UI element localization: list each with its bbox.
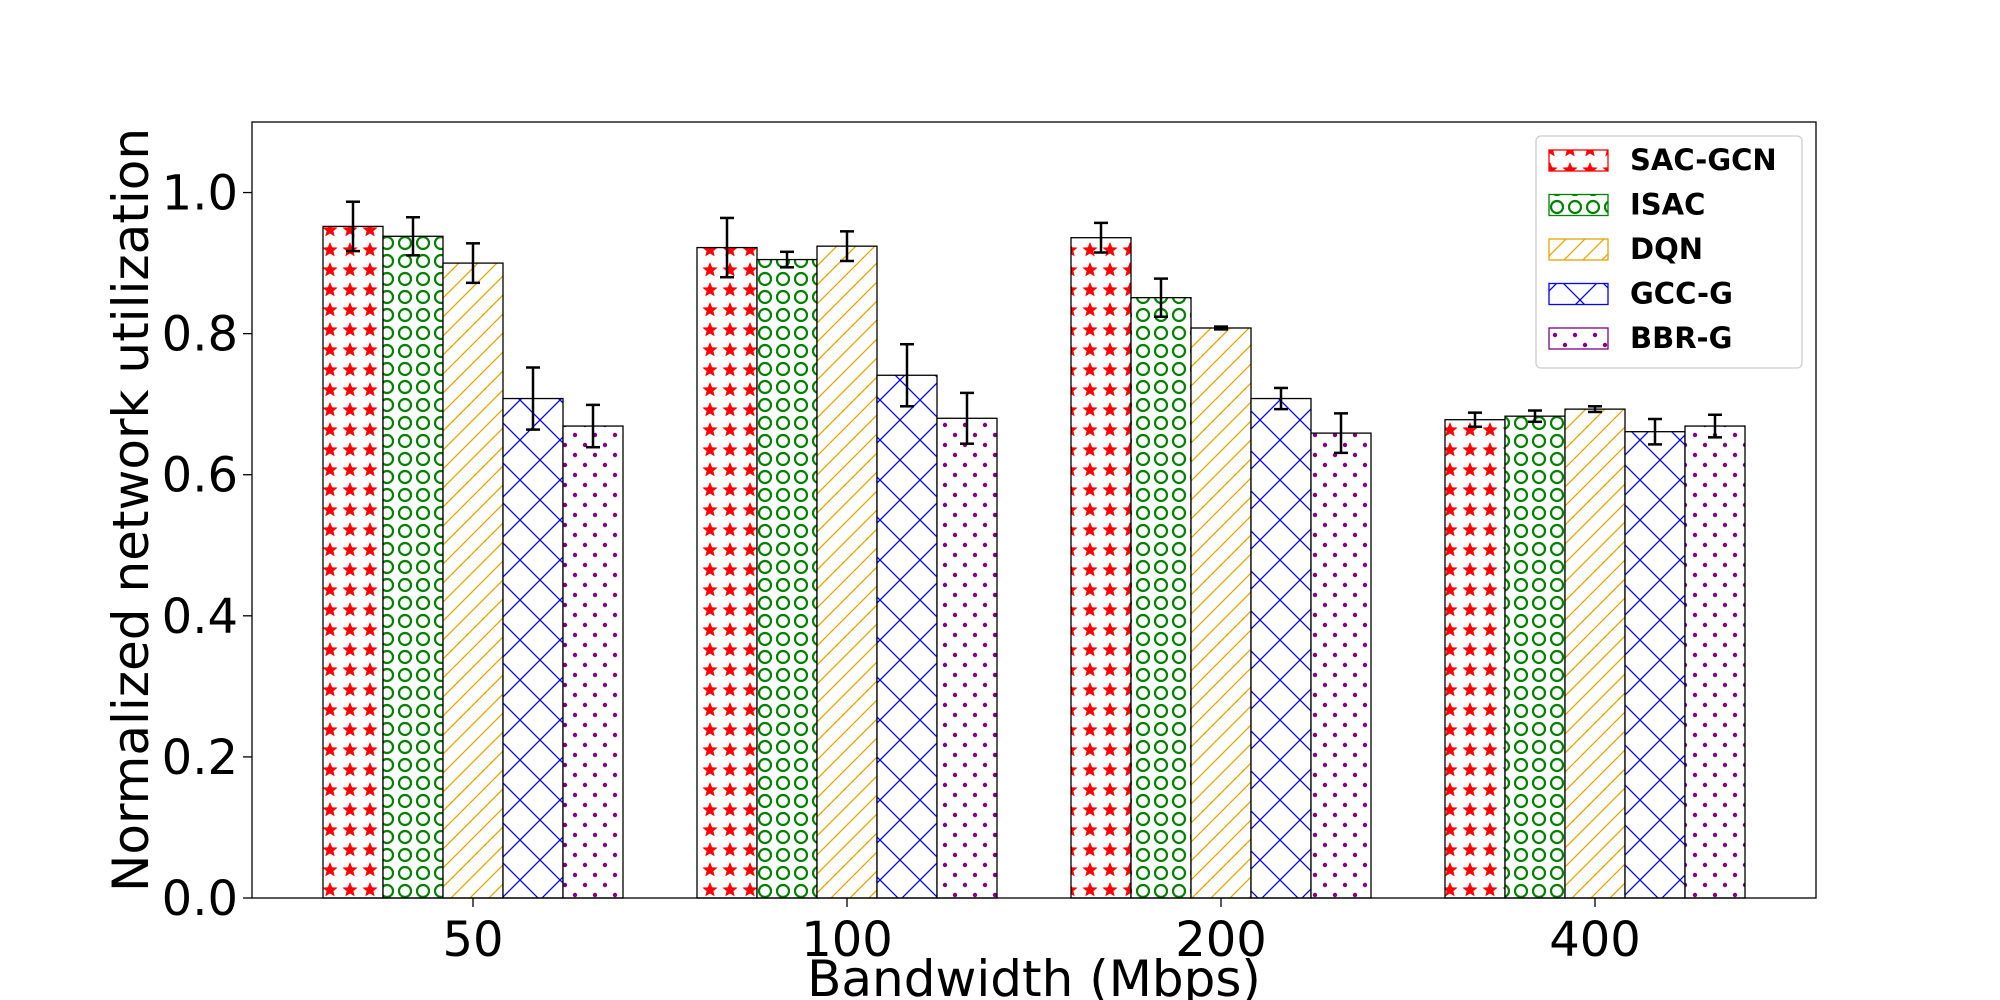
- y-tick-label: 0.0: [162, 871, 238, 927]
- x-tick-label: 200: [1175, 912, 1267, 968]
- bar-gcc-g-400: [1624, 431, 1686, 899]
- legend-label: GCC-G: [1630, 277, 1733, 311]
- error-bar-sac-gcn-400: [1468, 411, 1482, 429]
- bar-bbr-g-100: [936, 417, 998, 899]
- legend-item-isac: ISAC: [1548, 188, 1705, 222]
- bar-sac-gcn-100: [696, 246, 758, 899]
- x-axis: 50 100 200 400: [442, 898, 1641, 968]
- legend-item-sac-gcn: SAC-GCN: [1548, 143, 1777, 177]
- error-bar-gcc-g-400: [1648, 417, 1662, 446]
- y-tick-label: 0.2: [162, 730, 238, 786]
- error-bar-bbr-g-400: [1708, 413, 1722, 439]
- error-bar-gcc-g-50: [526, 366, 540, 431]
- legend-label: SAC-GCN: [1630, 143, 1777, 177]
- bar-isac-200: [1130, 297, 1192, 899]
- error-bar-isac-400: [1528, 409, 1542, 424]
- error-bars-layer: [346, 200, 1722, 455]
- legend-label: BBR-G: [1630, 321, 1732, 355]
- error-bar-bbr-g-200: [1334, 412, 1348, 455]
- x-tick-label: 50: [442, 912, 503, 968]
- bar-isac-100: [756, 258, 818, 899]
- legend-item-gcc-g: GCC-G: [1548, 277, 1733, 311]
- legend-swatch: [1548, 238, 1609, 261]
- legend-swatch: [1548, 149, 1609, 172]
- error-bar-dqn-400: [1588, 405, 1602, 414]
- x-tick-label: 400: [1549, 912, 1641, 968]
- error-bar-sac-gcn-50: [346, 200, 360, 253]
- error-bar-dqn-200: [1214, 325, 1228, 331]
- error-bar-dqn-100: [840, 230, 854, 263]
- legend-swatch: [1548, 282, 1609, 306]
- bar-bbr-g-400: [1684, 425, 1746, 899]
- y-tick-label: 0.4: [162, 589, 238, 645]
- bar-sac-gcn-200: [1070, 237, 1132, 899]
- y-axis: 0.0 0.2 0.4 0.6 0.8 1.0: [162, 166, 252, 927]
- error-bar-gcc-g-100: [900, 342, 914, 408]
- legend-label: ISAC: [1630, 188, 1705, 222]
- error-bar-isac-100: [780, 250, 794, 269]
- bar-bbr-g-200: [1310, 432, 1372, 899]
- y-axis-title: Normalized network utilization: [102, 128, 160, 892]
- legend-item-bbr-g: BBR-G: [1548, 321, 1732, 355]
- legend-item-dqn: DQN: [1548, 232, 1703, 266]
- bar-isac-50: [382, 235, 444, 899]
- legend-swatch: [1548, 327, 1609, 350]
- legend-swatch: [1548, 193, 1609, 217]
- y-tick-label: 1.0: [162, 166, 238, 222]
- error-bar-bbr-g-50: [586, 403, 600, 449]
- bar-gcc-g-50: [502, 397, 564, 899]
- bar-dqn-50: [442, 262, 504, 899]
- error-bar-isac-200: [1154, 277, 1168, 318]
- bar-dqn-200: [1190, 327, 1252, 899]
- bar-sac-gcn-50: [322, 225, 384, 899]
- bars-layer: [322, 225, 1746, 899]
- error-bar-dqn-50: [466, 242, 480, 285]
- x-axis-title: Bandwidth (Mbps): [807, 950, 1261, 1000]
- bar-gcc-g-100: [876, 374, 938, 899]
- error-bar-bbr-g-100: [960, 391, 974, 445]
- legend-label: DQN: [1630, 232, 1703, 266]
- error-bar-sac-gcn-100: [720, 216, 734, 279]
- bar-sac-gcn-400: [1444, 419, 1506, 899]
- bar-gcc-g-200: [1250, 397, 1312, 899]
- bar-bbr-g-50: [562, 425, 624, 899]
- plot-frame: [251, 121, 1817, 899]
- bar-dqn-100: [816, 245, 878, 899]
- legend: SAC-GCN ISAC DQN GCC-G BBR-G: [1535, 135, 1803, 369]
- error-bar-isac-50: [406, 215, 420, 257]
- y-tick-label: 0.8: [162, 307, 238, 363]
- error-bar-sac-gcn-200: [1094, 221, 1108, 254]
- x-tick-label: 100: [801, 912, 893, 968]
- bar-isac-400: [1504, 415, 1566, 899]
- y-tick-label: 0.6: [162, 448, 238, 504]
- error-bar-gcc-g-200: [1274, 386, 1288, 411]
- bar-dqn-400: [1564, 408, 1626, 899]
